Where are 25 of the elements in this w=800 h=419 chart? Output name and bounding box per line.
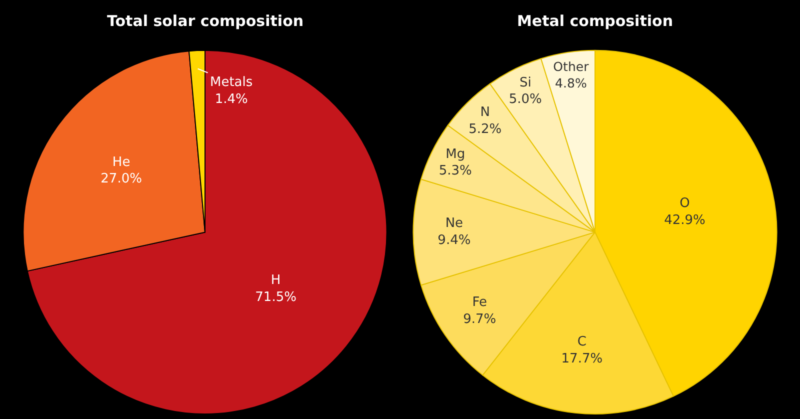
data-label: 4.8% — [555, 75, 587, 90]
data-label: 5.2% — [468, 122, 502, 137]
slice-label: O — [680, 196, 690, 211]
data-label: 1.4% — [214, 92, 248, 107]
data-label: 9.4% — [438, 233, 471, 248]
slice-label: C — [577, 334, 586, 350]
slice-label: N — [480, 104, 490, 120]
slice-label: Metals — [210, 75, 253, 90]
data-label: 5.3% — [438, 164, 472, 179]
slice-label: Si — [519, 75, 532, 90]
data-label: 17.7% — [561, 351, 603, 366]
slice-label: Mg — [446, 146, 466, 162]
data-label: 9.7% — [463, 312, 496, 328]
slice-label: Fe — [472, 295, 487, 310]
data-label: 5.0% — [508, 92, 542, 108]
slice-label: He — [112, 154, 130, 170]
chart-title: Total solar composition — [107, 12, 304, 30]
data-label: 42.9% — [664, 212, 706, 228]
slice-label: Ne — [445, 216, 464, 232]
chart-title: Metal composition — [517, 12, 673, 30]
data-label: 27.0% — [100, 172, 142, 187]
pie-slice — [26, 50, 388, 414]
slice-label: Other — [553, 59, 590, 74]
slice-label: H — [270, 273, 281, 288]
data-label: 71.5% — [255, 290, 296, 306]
